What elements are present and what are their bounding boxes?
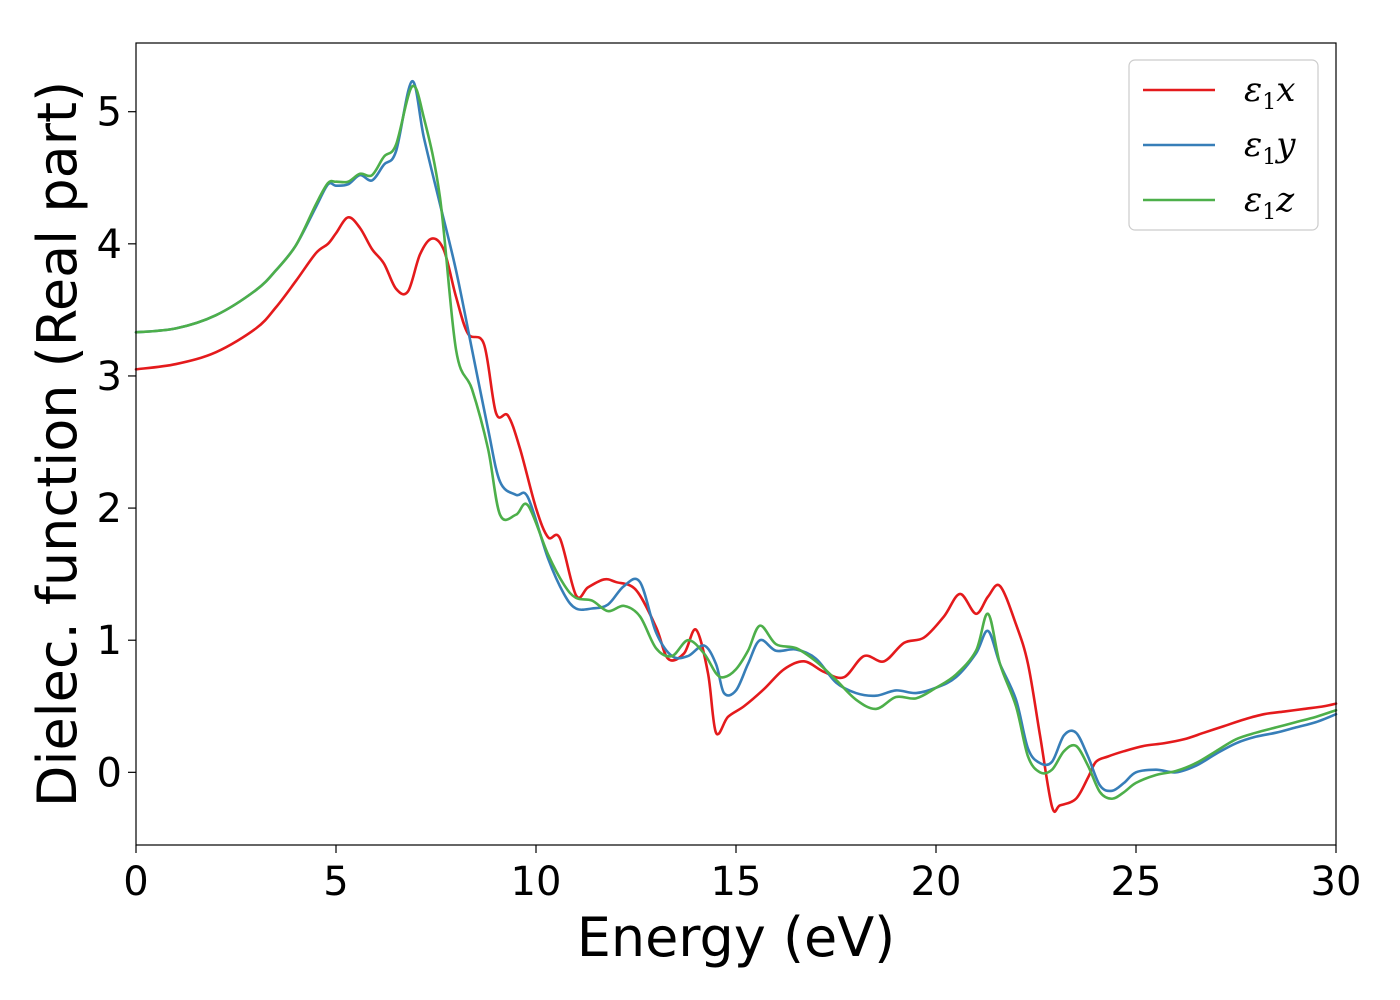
x-tick-label: 5 (323, 859, 348, 905)
x-tick-label: 25 (1111, 859, 1162, 905)
series-line-x (134, 216, 1338, 814)
series-line-y (134, 80, 1338, 793)
x-axis-ticks: 0 5 10 15 20 25 30 (123, 845, 1361, 905)
legend-label-y: ε1y (1244, 125, 1296, 170)
x-tick-label: 10 (511, 859, 562, 905)
legend-label-z: ε1z (1244, 180, 1295, 225)
y-tick-label: 0 (97, 750, 122, 796)
legend-box (1128, 59, 1319, 231)
y-tick-label: 2 (97, 486, 122, 532)
x-tick-label: 30 (1311, 859, 1362, 905)
series-layer (134, 80, 1338, 814)
x-axis-label: Energy (eV) (577, 906, 896, 969)
x-tick-label: 0 (123, 859, 148, 905)
series-line-z (134, 84, 1338, 801)
y-tick-label: 1 (97, 618, 122, 664)
y-tick-label: 4 (97, 222, 122, 268)
y-tick-label: 3 (97, 354, 122, 400)
y-tick-label: 5 (97, 90, 122, 136)
y-axis-ticks: 0 1 2 3 4 5 (97, 90, 136, 796)
y-axis-label: Dielec. function (Real part) (26, 81, 89, 807)
legend-label-x: ε1x (1244, 70, 1295, 115)
x-tick-label: 15 (711, 859, 762, 905)
legend: ε1x ε1y ε1z (1128, 59, 1319, 231)
x-tick-label: 20 (911, 859, 962, 905)
